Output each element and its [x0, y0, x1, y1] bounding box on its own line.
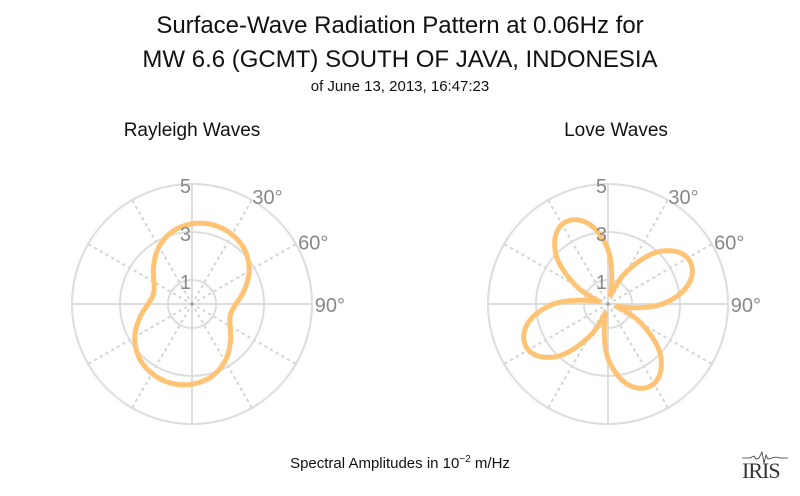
- radial-tick-label: 1: [596, 272, 607, 294]
- dotted-spoke: [607, 303, 669, 409]
- radial-tick-label: 3: [596, 224, 607, 246]
- dotted-spoke: [191, 243, 297, 305]
- angle-label: 90°: [315, 295, 345, 317]
- radial-tick-label: 3: [180, 224, 191, 246]
- footer-suffix: m/Hz: [470, 455, 510, 472]
- angle-label: 60°: [714, 233, 744, 255]
- angle-label: 30°: [252, 187, 282, 209]
- iris-logo: IRIS: [742, 450, 788, 484]
- rayleigh-pattern-curve: [132, 220, 252, 388]
- radial-tick-label: 5: [596, 176, 607, 198]
- footer-label: Spectral Amplitudes in 10−2 m/Hz: [0, 454, 800, 472]
- radial-ring: [119, 231, 265, 377]
- chart-subtitle: of June 13, 2013, 16:47:23: [310, 78, 490, 95]
- dotted-spoke: [131, 303, 193, 409]
- dotted-spoke: [87, 303, 193, 365]
- angle-label: 60°: [298, 233, 328, 255]
- center-dot: [190, 302, 194, 306]
- chart-title-line-2: MW 6.6 (GCMT) SOUTH OF JAVA, INDONESIA: [142, 46, 658, 73]
- angle-label: 30°: [668, 187, 698, 209]
- footer-exponent: −2: [459, 454, 471, 465]
- dotted-spoke: [547, 199, 609, 305]
- angle-label: 90°: [731, 295, 761, 317]
- radial-ring: [535, 231, 681, 377]
- love-title: Love Waves: [564, 120, 668, 141]
- footer-prefix: Spectral Amplitudes in 10: [290, 455, 460, 472]
- center-dot: [606, 302, 610, 306]
- rayleigh-title: Rayleigh Waves: [123, 120, 261, 141]
- dotted-spoke: [191, 303, 253, 409]
- radial-ring: [71, 183, 313, 425]
- radial-ring: [487, 183, 729, 425]
- dotted-spoke: [191, 199, 253, 305]
- chart-title-line-1: Surface-Wave Radiation Pattern at 0.06Hz…: [156, 12, 644, 39]
- dotted-spoke: [87, 243, 193, 305]
- logo-text: IRIS: [742, 458, 781, 483]
- radial-tick-label: 5: [180, 176, 191, 198]
- dotted-spoke: [191, 303, 297, 365]
- seismogram-icon: [742, 450, 788, 464]
- dotted-spoke: [503, 303, 609, 365]
- radial-ring: [583, 279, 633, 329]
- radial-ring: [167, 279, 217, 329]
- love-pattern-curve: [521, 217, 695, 391]
- dotted-spoke: [131, 199, 193, 305]
- dotted-spoke: [607, 243, 713, 305]
- radial-tick-label: 1: [180, 272, 191, 294]
